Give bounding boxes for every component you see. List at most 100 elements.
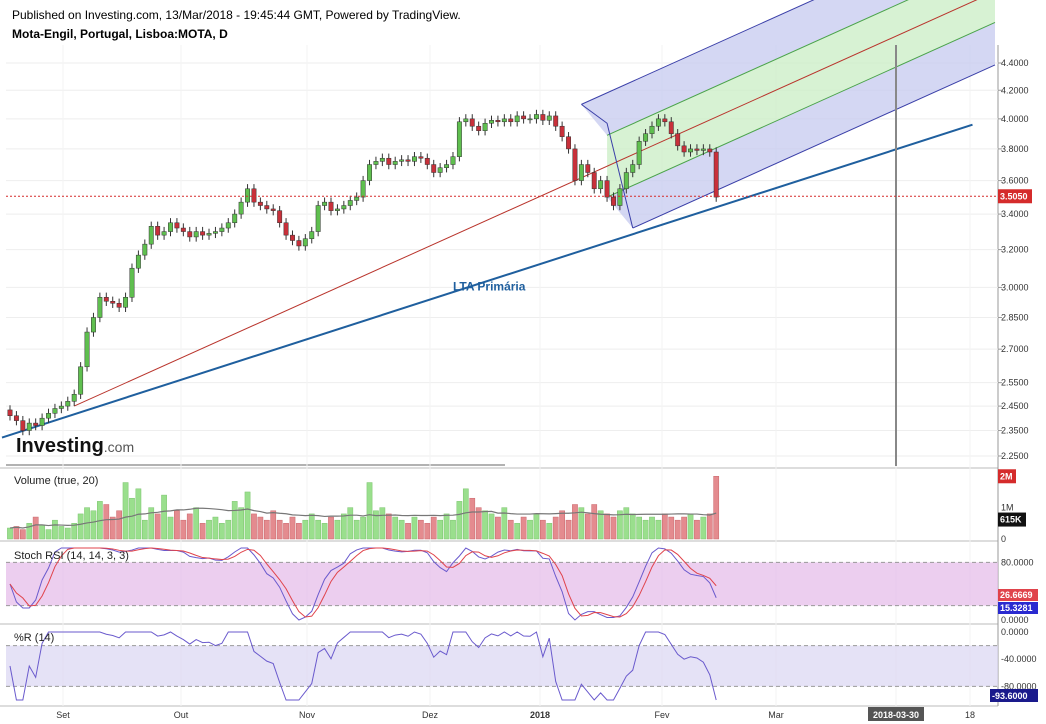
candle[interactable] [630, 159, 636, 178]
candle[interactable] [20, 415, 26, 436]
candle[interactable] [688, 144, 693, 157]
candle[interactable] [681, 141, 687, 157]
candle[interactable] [219, 223, 225, 237]
candle[interactable] [623, 167, 629, 194]
candle[interactable] [84, 327, 90, 372]
candle[interactable] [444, 159, 450, 173]
candle[interactable] [399, 155, 405, 167]
candle[interactable] [578, 159, 584, 186]
candle[interactable] [187, 226, 193, 242]
candle[interactable] [527, 114, 533, 124]
candle[interactable] [334, 204, 340, 216]
candle[interactable] [97, 292, 103, 323]
candle[interactable] [514, 111, 520, 127]
candle[interactable] [611, 192, 616, 211]
candle[interactable] [26, 418, 32, 436]
candle[interactable] [598, 175, 604, 194]
candle[interactable] [450, 151, 456, 170]
candle[interactable] [437, 163, 443, 178]
candle[interactable] [290, 230, 295, 246]
candle[interactable] [540, 109, 546, 126]
candle[interactable] [302, 234, 308, 251]
candle[interactable] [482, 118, 488, 136]
candle[interactable] [257, 197, 263, 211]
candle[interactable] [700, 144, 706, 156]
candle[interactable] [200, 226, 206, 240]
candle[interactable] [617, 184, 623, 211]
candle[interactable] [341, 200, 347, 214]
candle[interactable] [379, 153, 385, 167]
candle[interactable] [193, 226, 199, 242]
candle[interactable] [78, 362, 84, 399]
candle[interactable] [553, 111, 559, 131]
candle[interactable] [572, 144, 578, 186]
candle[interactable] [489, 115, 494, 128]
candle[interactable] [360, 175, 366, 202]
candle[interactable] [456, 117, 462, 162]
candle[interactable] [123, 292, 129, 312]
candle[interactable] [148, 221, 154, 249]
candle[interactable] [405, 155, 411, 167]
candle[interactable] [373, 156, 379, 170]
candle[interactable] [662, 114, 668, 127]
candle[interactable] [713, 147, 719, 202]
candle[interactable] [315, 200, 321, 237]
candle[interactable] [501, 114, 507, 127]
candle[interactable] [129, 263, 135, 302]
candle[interactable] [212, 226, 218, 239]
candle[interactable] [668, 117, 674, 139]
candle[interactable] [7, 405, 13, 421]
candle[interactable] [463, 114, 469, 127]
candle[interactable] [206, 228, 212, 240]
candle[interactable] [469, 114, 475, 131]
candle[interactable] [431, 159, 437, 178]
candle[interactable] [174, 218, 180, 233]
candle[interactable] [161, 226, 167, 240]
candle[interactable] [52, 403, 58, 419]
candle[interactable] [58, 401, 64, 414]
candle[interactable] [508, 114, 514, 127]
candle[interactable] [13, 411, 19, 426]
candle[interactable] [546, 111, 552, 126]
candle[interactable] [386, 153, 392, 170]
candle[interactable] [675, 129, 681, 151]
candle[interactable] [283, 218, 289, 240]
candle[interactable] [566, 132, 571, 154]
candle[interactable] [103, 292, 109, 306]
candle[interactable] [296, 235, 302, 251]
candle[interactable] [168, 218, 173, 237]
candle[interactable] [392, 156, 398, 170]
candle[interactable] [476, 121, 482, 136]
candle[interactable] [142, 239, 148, 260]
candle[interactable] [643, 129, 649, 146]
candle[interactable] [238, 197, 244, 219]
candle[interactable] [495, 115, 501, 127]
candle[interactable] [322, 197, 328, 211]
candle[interactable] [39, 413, 45, 431]
candle[interactable] [707, 144, 713, 157]
candle[interactable] [533, 109, 539, 124]
candle[interactable] [655, 114, 661, 131]
candle[interactable] [91, 312, 96, 337]
candle[interactable] [418, 151, 424, 163]
candle[interactable] [270, 204, 276, 216]
candle[interactable] [155, 221, 161, 240]
candle[interactable] [367, 159, 372, 186]
candle[interactable] [71, 389, 77, 407]
candle[interactable] [354, 192, 360, 206]
candle[interactable] [225, 218, 231, 233]
candle[interactable] [232, 209, 238, 228]
candle[interactable] [694, 144, 700, 156]
candle[interactable] [33, 418, 39, 431]
candle[interactable] [328, 197, 334, 216]
candle[interactable] [65, 396, 71, 411]
candle[interactable] [591, 167, 597, 194]
candle[interactable] [135, 250, 141, 273]
candle[interactable] [604, 175, 610, 202]
candle[interactable] [636, 136, 642, 170]
candle[interactable] [277, 205, 283, 228]
candle[interactable] [424, 153, 430, 170]
candle[interactable] [251, 184, 257, 207]
candle[interactable] [245, 184, 250, 207]
